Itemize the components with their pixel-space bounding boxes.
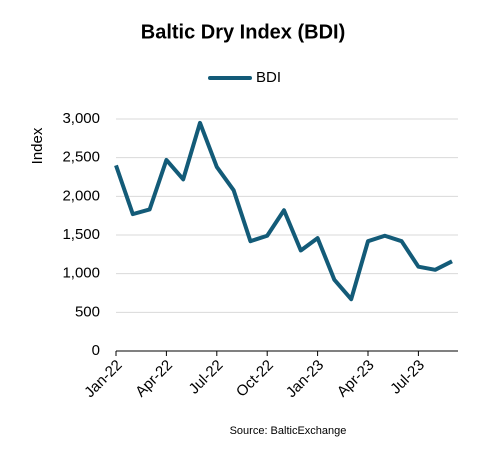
- data-line: [114, 120, 453, 302]
- y-tick-label: 500: [75, 303, 100, 320]
- x-tick-label: Jul-22: [186, 357, 227, 398]
- x-tick-label: Apr-22: [132, 357, 176, 401]
- x-tick-label: Jan-23: [283, 357, 327, 401]
- y-axis-label: Index: [29, 127, 46, 164]
- y-tick-label: 0: [92, 342, 100, 359]
- y-tick-label: 3,000: [62, 110, 100, 127]
- x-tick-label: Jul-23: [387, 357, 428, 398]
- y-tick-label: 2,500: [62, 149, 100, 166]
- x-tick-label: Oct-22: [233, 357, 277, 401]
- chart-title: Baltic Dry Index (BDI): [141, 21, 345, 43]
- x-tick-label: Jan-22: [81, 357, 125, 401]
- source-note: Source: BalticExchange: [230, 425, 347, 437]
- y-tick-label: 1,500: [62, 226, 100, 243]
- y-tick-label: 2,000: [62, 187, 100, 204]
- x-tick-label: Apr-23: [334, 357, 378, 401]
- legend-label: BDI: [256, 69, 281, 86]
- y-tick-label: 1,000: [62, 265, 100, 282]
